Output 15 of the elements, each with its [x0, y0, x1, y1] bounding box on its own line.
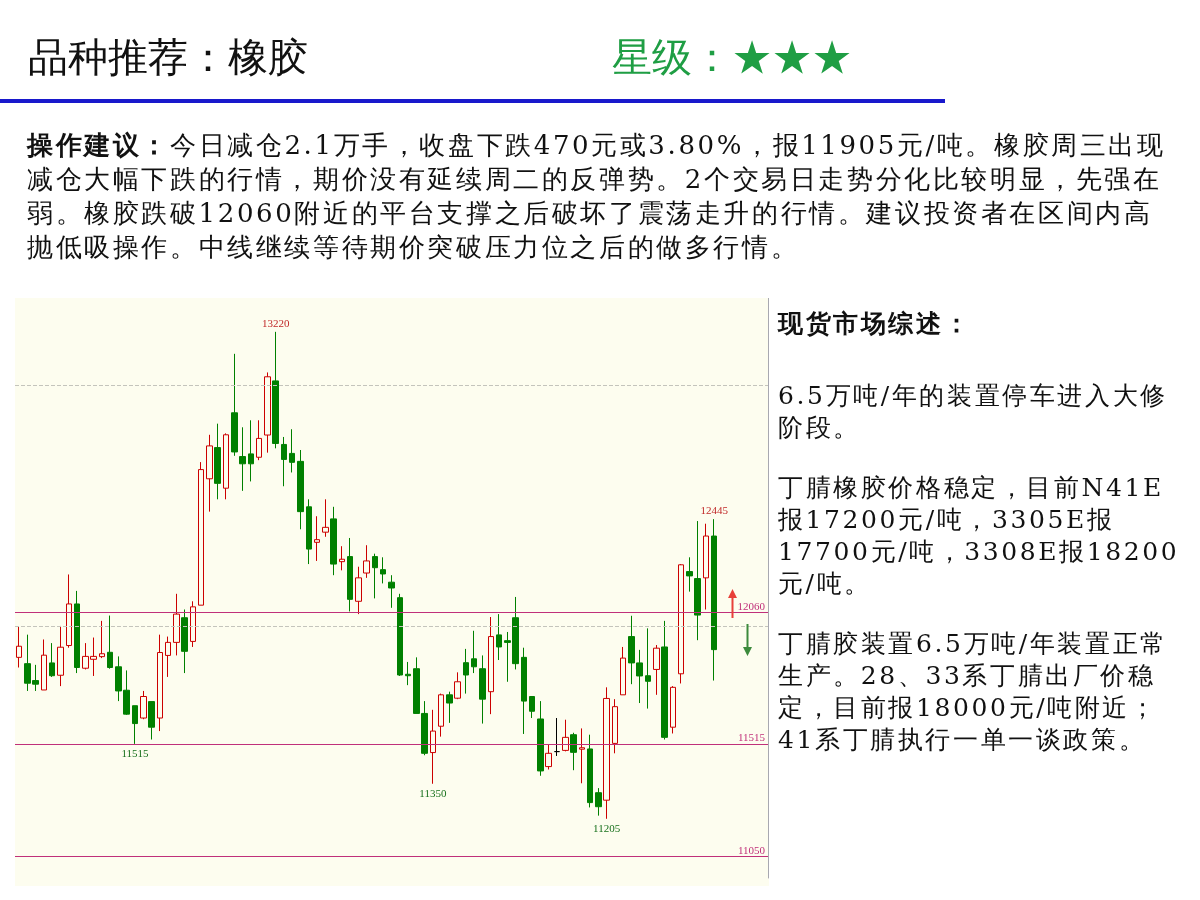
- text: 丁腈橡胶价格稳定，目前N41E报17200元/吨，3305E报17700元/吨，3308E报18200元/吨。: [778, 473, 1180, 598]
- text: 11515: [121, 746, 149, 759]
- text: 丁腈胶装置6.5万吨/年装置正常生产。28、33系丁腈出厂价稳定，目前报18000元/吨附近；41系丁腈执行一单一谈政策。: [778, 629, 1168, 754]
- y-tick-label: 11050: [737, 843, 766, 856]
- text: 12445: [700, 504, 728, 517]
- chart-title: 品种推荐：橡胶: [28, 34, 308, 80]
- text: 11205: [593, 821, 621, 834]
- y-tick-label: 11515: [737, 731, 766, 744]
- chart-subtitle: 星级：★★★: [612, 34, 852, 80]
- text: 现货市场综述：: [778, 309, 972, 338]
- text: 6.5万吨/年的装置停车进入大修阶段。: [778, 381, 1168, 442]
- text: 11350: [419, 786, 447, 799]
- text: 操作建议：: [27, 130, 170, 160]
- y-tick-label: 12060: [737, 599, 766, 612]
- text: 13220: [261, 316, 290, 329]
